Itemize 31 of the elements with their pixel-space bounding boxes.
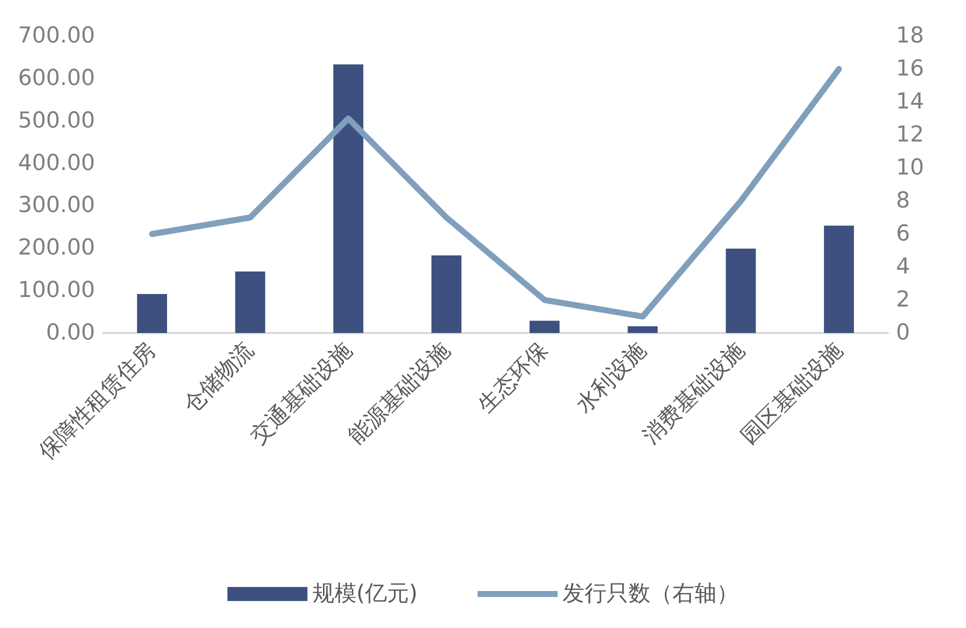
x-tick-label: 水利设施: [572, 338, 652, 418]
y2-tick-label: 14: [896, 90, 924, 114]
bar: [333, 64, 364, 333]
x-tick-label: 仓储物流: [179, 338, 260, 418]
bar: [530, 320, 560, 333]
y-tick-label: 600.00: [18, 66, 95, 91]
y2-tick-label: 4: [896, 254, 910, 280]
legend-label: 规模(亿元): [312, 582, 418, 606]
y-tick-label: 700.00: [18, 24, 95, 48]
y2-tick-label: 12: [896, 122, 924, 148]
x-tick-label: 生态环保: [474, 338, 554, 418]
y-tick-label: 200.00: [18, 236, 95, 261]
y-tick-label: 400.00: [18, 150, 95, 176]
y-tick-label: 0.00: [46, 320, 95, 346]
y-tick-label: 100.00: [18, 278, 95, 304]
y2-tick-label: 10: [896, 156, 924, 180]
y2-tick-label: 8: [896, 188, 910, 214]
y2-tick-label: 16: [896, 56, 924, 82]
bar: [235, 271, 266, 333]
y2-tick-label: 6: [896, 222, 910, 246]
legend-label: 发行只数（右轴）: [562, 582, 739, 606]
y2-tick-label: 2: [896, 288, 910, 312]
bar: [824, 226, 854, 333]
bar: [726, 248, 756, 333]
bar: [137, 294, 168, 333]
y2-tick-label: 0: [896, 320, 910, 346]
bar: [628, 326, 658, 333]
y-tick-label: 500.00: [18, 108, 95, 134]
bar: [431, 255, 462, 333]
y-tick-label: 300.00: [18, 193, 95, 218]
y2-tick-label: 18: [896, 24, 924, 48]
